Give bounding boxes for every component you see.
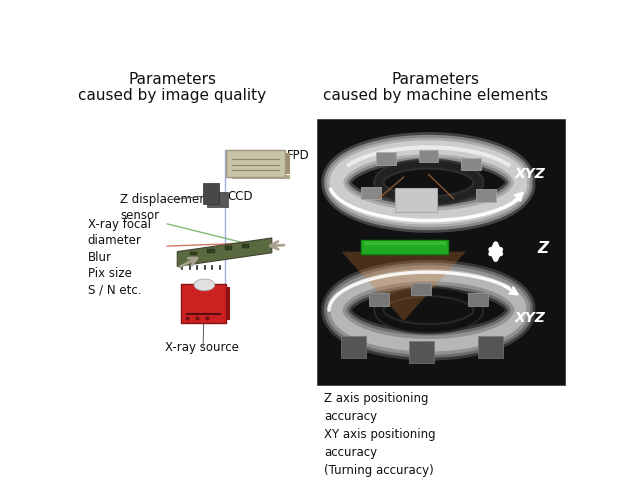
Text: Z: Z (537, 241, 548, 256)
Bar (190, 252, 197, 255)
FancyBboxPatch shape (419, 150, 438, 162)
FancyBboxPatch shape (361, 240, 449, 254)
Bar (207, 249, 214, 253)
Text: Parameters: Parameters (128, 72, 216, 87)
FancyBboxPatch shape (226, 150, 285, 177)
FancyBboxPatch shape (395, 188, 437, 212)
FancyBboxPatch shape (411, 283, 431, 295)
FancyBboxPatch shape (361, 187, 381, 199)
FancyBboxPatch shape (476, 190, 496, 202)
FancyBboxPatch shape (364, 241, 446, 245)
FancyBboxPatch shape (342, 336, 367, 358)
FancyBboxPatch shape (369, 293, 389, 306)
Bar (225, 246, 232, 250)
Text: FPD: FPD (287, 149, 309, 162)
Text: Z displacement
sensor: Z displacement sensor (120, 192, 212, 222)
Text: X-ray focal
diameter
Blur
Pix size
S / N etc.: X-ray focal diameter Blur Pix size S / N… (88, 218, 151, 297)
FancyBboxPatch shape (232, 175, 290, 179)
FancyBboxPatch shape (376, 152, 396, 165)
FancyBboxPatch shape (181, 284, 226, 323)
Ellipse shape (194, 279, 215, 291)
Text: XYZ: XYZ (515, 311, 546, 325)
Bar (242, 244, 249, 248)
FancyBboxPatch shape (469, 293, 489, 306)
FancyBboxPatch shape (478, 336, 503, 358)
Text: Parameters: Parameters (392, 72, 480, 87)
Polygon shape (342, 252, 466, 321)
Text: CCD: CCD (227, 190, 253, 203)
Text: X-ray source: X-ray source (165, 341, 239, 354)
Text: caused by image quality: caused by image quality (78, 88, 266, 103)
FancyBboxPatch shape (225, 287, 230, 320)
FancyBboxPatch shape (461, 157, 481, 170)
Text: caused by machine elements: caused by machine elements (324, 88, 548, 103)
FancyBboxPatch shape (207, 192, 227, 207)
Text: XYZ: XYZ (515, 168, 546, 181)
FancyBboxPatch shape (203, 182, 218, 204)
FancyBboxPatch shape (284, 153, 290, 174)
FancyBboxPatch shape (408, 341, 433, 363)
Text: Z axis positioning
accuracy
XY axis positioning
accuracy
(Turning accuracy): Z axis positioning accuracy XY axis posi… (324, 392, 436, 477)
Bar (317, 119, 566, 384)
Polygon shape (177, 238, 272, 266)
